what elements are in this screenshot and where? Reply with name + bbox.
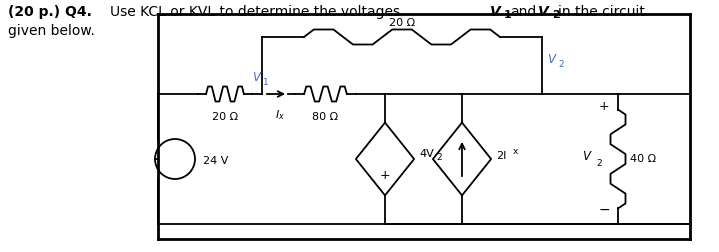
Text: (20 p.) Q4.: (20 p.) Q4. — [8, 5, 92, 19]
Text: +: + — [380, 169, 390, 182]
Text: V: V — [547, 53, 555, 66]
Text: Use KCL or KVL to determine the voltages: Use KCL or KVL to determine the voltages — [110, 5, 400, 19]
Text: 4V: 4V — [419, 149, 434, 159]
Text: 20 Ω: 20 Ω — [212, 112, 238, 122]
Text: +: + — [599, 101, 609, 113]
Text: and: and — [510, 5, 536, 19]
Text: 20 Ω: 20 Ω — [389, 18, 415, 28]
Text: V: V — [490, 5, 500, 19]
Text: $I_x$: $I_x$ — [275, 108, 285, 122]
Text: V: V — [252, 71, 260, 84]
Text: x: x — [513, 147, 518, 156]
Text: V: V — [538, 5, 549, 19]
Text: 2I: 2I — [496, 151, 506, 161]
Text: V: V — [582, 149, 590, 163]
Text: 1: 1 — [504, 10, 512, 20]
Text: 1: 1 — [263, 78, 269, 87]
Text: 40 Ω: 40 Ω — [630, 154, 656, 164]
Text: 2: 2 — [596, 160, 602, 169]
Text: 24 V: 24 V — [203, 156, 229, 166]
Text: 2: 2 — [436, 152, 441, 162]
Text: given below.: given below. — [8, 24, 95, 38]
Text: 2: 2 — [558, 60, 564, 69]
Text: in the circuit: in the circuit — [558, 5, 645, 19]
Text: −: − — [598, 203, 610, 217]
Text: 2: 2 — [552, 10, 560, 20]
Text: 80 Ω: 80 Ω — [313, 112, 339, 122]
